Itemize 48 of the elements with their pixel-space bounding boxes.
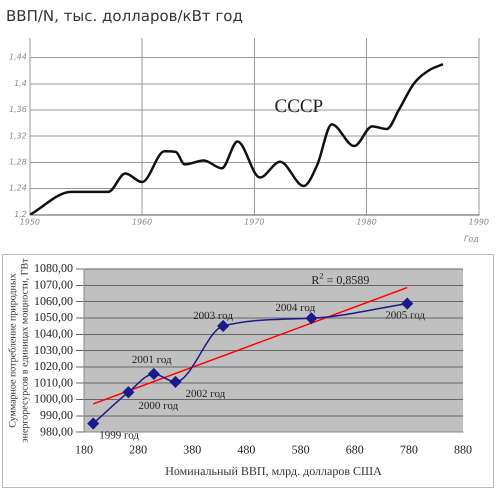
y-tick-label: 1020,00 <box>34 359 73 374</box>
line-series <box>30 62 444 215</box>
x-tick-label: 580 <box>292 442 310 457</box>
y-axis-title: Суммарное потребление природных энергоресурсов в единицах мощности, ГВт <box>8 258 31 443</box>
point <box>306 312 318 324</box>
x-tick-label: 680 <box>346 442 364 457</box>
y-tick-label: 1,4 <box>14 78 27 88</box>
y-tick-label: 1,32 <box>9 131 27 140</box>
point <box>87 418 99 430</box>
y-tick-label: 1070,00 <box>34 277 73 292</box>
point <box>401 298 413 310</box>
x-tick-label: 180 <box>75 442 93 457</box>
y-tick-label: 1,36 <box>9 105 27 114</box>
y-tick-label: 1050,00 <box>34 310 73 324</box>
x-tick-label: 1960 <box>132 218 152 227</box>
x-tick-label: 380 <box>183 442 202 457</box>
x-tick-label: 280 <box>129 442 148 457</box>
y-tick-label: 1010,00 <box>34 375 73 390</box>
x-axis-title: Год <box>464 234 480 244</box>
y-tick-label: 1,2 <box>14 210 27 219</box>
chart-title: ВВП/N, тыс. долларов/кВт год <box>6 6 243 25</box>
point <box>170 376 182 388</box>
x-tick-label: 480 <box>237 442 256 457</box>
x-tick-label: 1950 <box>20 218 40 227</box>
annotation: 2001 год <box>132 354 172 366</box>
y-tick-label: 1060,00 <box>34 294 73 308</box>
y-tick-label: 980,00 <box>40 424 73 438</box>
y-tick-label: 1,28 <box>9 157 27 166</box>
y-tick-label: 1030,00 <box>34 342 73 357</box>
x-tick-label: 880 <box>454 442 472 457</box>
point <box>148 368 160 380</box>
point <box>122 386 134 398</box>
y-tick-label: 1080,00 <box>34 261 73 276</box>
annotation: СССР <box>274 96 324 117</box>
annotation: 2000 год <box>138 400 179 412</box>
annotation: 1999 год <box>99 429 140 442</box>
y-tick-label: 990,00 <box>40 408 73 422</box>
x-tick-label: 1970 <box>244 218 264 227</box>
annotation: 2002 год <box>186 388 226 400</box>
x-axis-title: Номинальный ВВП, млрд. долларов США <box>165 464 382 478</box>
annotation: 2004 год <box>275 302 316 314</box>
y-tick-label: 1,24 <box>9 184 27 193</box>
y-tick-label: 1040,00 <box>34 326 73 340</box>
x-tick-label: 1990 <box>468 218 489 227</box>
y-tick-label: 1,44 <box>9 52 27 62</box>
x-tick-label: 1980 <box>356 218 377 227</box>
x-tick-label: 780 <box>400 442 418 457</box>
y-tick-label: 1000,00 <box>34 392 73 406</box>
